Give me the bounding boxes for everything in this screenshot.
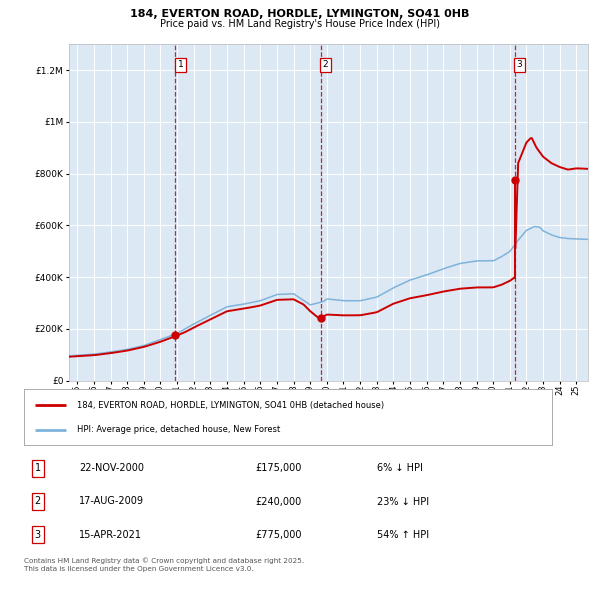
Text: 22-NOV-2000: 22-NOV-2000 (79, 463, 144, 473)
Text: Price paid vs. HM Land Registry's House Price Index (HPI): Price paid vs. HM Land Registry's House … (160, 19, 440, 29)
Text: 3: 3 (517, 60, 523, 70)
Text: 54% ↑ HPI: 54% ↑ HPI (377, 530, 430, 540)
Text: HPI: Average price, detached house, New Forest: HPI: Average price, detached house, New … (77, 425, 280, 434)
Text: 15-APR-2021: 15-APR-2021 (79, 530, 142, 540)
Text: 184, EVERTON ROAD, HORDLE, LYMINGTON, SO41 0HB: 184, EVERTON ROAD, HORDLE, LYMINGTON, SO… (130, 9, 470, 19)
Text: Contains HM Land Registry data © Crown copyright and database right 2025.
This d: Contains HM Land Registry data © Crown c… (24, 558, 304, 572)
Text: £775,000: £775,000 (256, 530, 302, 540)
Text: 17-AUG-2009: 17-AUG-2009 (79, 497, 144, 506)
Text: 2: 2 (323, 60, 328, 70)
Text: £240,000: £240,000 (256, 497, 302, 506)
Text: £175,000: £175,000 (256, 463, 302, 473)
Text: 184, EVERTON ROAD, HORDLE, LYMINGTON, SO41 0HB (detached house): 184, EVERTON ROAD, HORDLE, LYMINGTON, SO… (77, 401, 384, 409)
Text: 23% ↓ HPI: 23% ↓ HPI (377, 497, 430, 506)
Text: 1: 1 (178, 60, 183, 70)
Text: 2: 2 (35, 497, 41, 506)
Text: 6% ↓ HPI: 6% ↓ HPI (377, 463, 423, 473)
Text: 3: 3 (35, 530, 41, 540)
Text: 1: 1 (35, 463, 41, 473)
